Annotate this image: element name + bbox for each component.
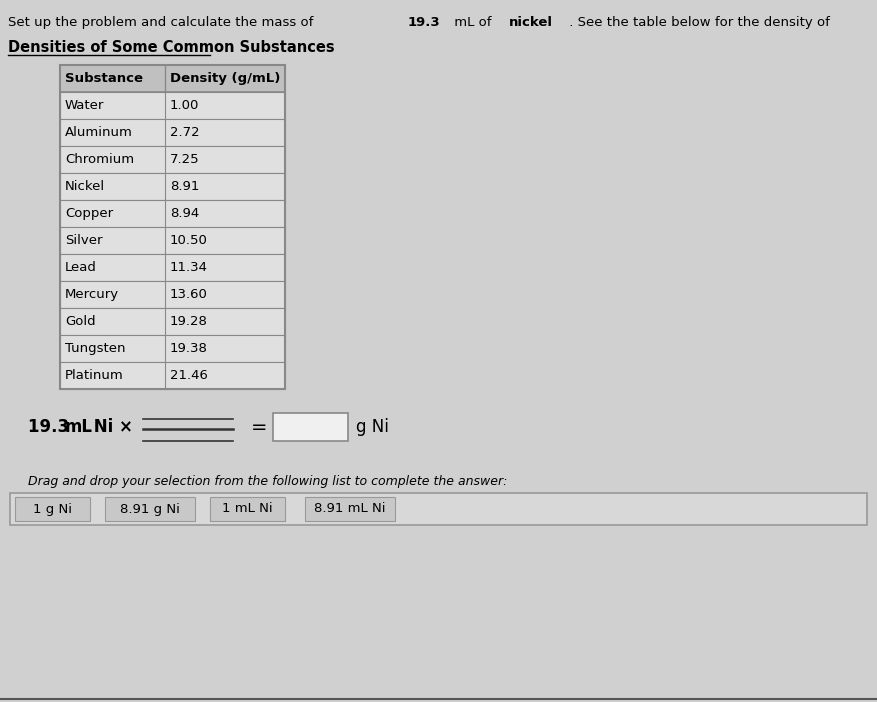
Text: . See the table below for the density of: . See the table below for the density of	[566, 16, 835, 29]
FancyBboxPatch shape	[60, 200, 285, 227]
Text: Ni ×: Ni ×	[88, 418, 133, 436]
Text: 11.34: 11.34	[170, 261, 208, 274]
FancyBboxPatch shape	[60, 281, 285, 308]
FancyBboxPatch shape	[60, 146, 285, 173]
FancyBboxPatch shape	[210, 497, 285, 521]
Text: 13.60: 13.60	[170, 288, 208, 301]
Text: 10.50: 10.50	[170, 234, 208, 247]
FancyBboxPatch shape	[60, 65, 285, 92]
Text: Copper: Copper	[65, 207, 113, 220]
Text: Densities of Some Common Substances: Densities of Some Common Substances	[8, 40, 335, 55]
Text: 21.46: 21.46	[170, 369, 208, 382]
FancyBboxPatch shape	[60, 173, 285, 200]
Text: mL of: mL of	[450, 16, 496, 29]
Text: nickel: nickel	[509, 16, 553, 29]
FancyBboxPatch shape	[60, 362, 285, 389]
FancyBboxPatch shape	[60, 308, 285, 335]
FancyBboxPatch shape	[60, 335, 285, 362]
FancyBboxPatch shape	[105, 497, 195, 521]
Text: 8.94: 8.94	[170, 207, 199, 220]
Text: Water: Water	[65, 99, 104, 112]
FancyBboxPatch shape	[305, 497, 395, 521]
Text: 8.91 mL Ni: 8.91 mL Ni	[314, 503, 386, 515]
Text: Density (g/mL): Density (g/mL)	[170, 72, 281, 85]
Text: 19.28: 19.28	[170, 315, 208, 328]
Text: Aluminum: Aluminum	[65, 126, 133, 139]
Text: Nickel: Nickel	[65, 180, 105, 193]
Text: 2.72: 2.72	[170, 126, 200, 139]
Text: 1 mL Ni: 1 mL Ni	[222, 503, 273, 515]
Text: 19.3: 19.3	[408, 16, 440, 29]
Text: 7.25: 7.25	[170, 153, 200, 166]
Text: 8.91: 8.91	[170, 180, 199, 193]
Text: 1 g Ni: 1 g Ni	[33, 503, 72, 515]
Text: Mercury: Mercury	[65, 288, 119, 301]
FancyBboxPatch shape	[15, 497, 90, 521]
Text: g Ni: g Ni	[356, 418, 389, 436]
FancyBboxPatch shape	[10, 493, 867, 525]
FancyBboxPatch shape	[273, 413, 348, 441]
Text: Set up the problem and calculate the mass of: Set up the problem and calculate the mas…	[8, 16, 317, 29]
Text: Drag and drop your selection from the following list to complete the answer:: Drag and drop your selection from the fo…	[28, 475, 508, 488]
Text: Lead: Lead	[65, 261, 96, 274]
Text: 19.3: 19.3	[28, 418, 75, 436]
Text: 19.38: 19.38	[170, 342, 208, 355]
Text: Gold: Gold	[65, 315, 96, 328]
Text: Silver: Silver	[65, 234, 103, 247]
Text: Chromium: Chromium	[65, 153, 134, 166]
Text: mL: mL	[65, 418, 93, 436]
Text: Tungsten: Tungsten	[65, 342, 125, 355]
Text: 8.91 g Ni: 8.91 g Ni	[120, 503, 180, 515]
Text: Platinum: Platinum	[65, 369, 124, 382]
FancyBboxPatch shape	[60, 92, 285, 119]
FancyBboxPatch shape	[60, 254, 285, 281]
Text: 1.00: 1.00	[170, 99, 199, 112]
FancyBboxPatch shape	[60, 119, 285, 146]
Text: Substance: Substance	[65, 72, 143, 85]
FancyBboxPatch shape	[60, 227, 285, 254]
Text: =: =	[251, 418, 267, 437]
